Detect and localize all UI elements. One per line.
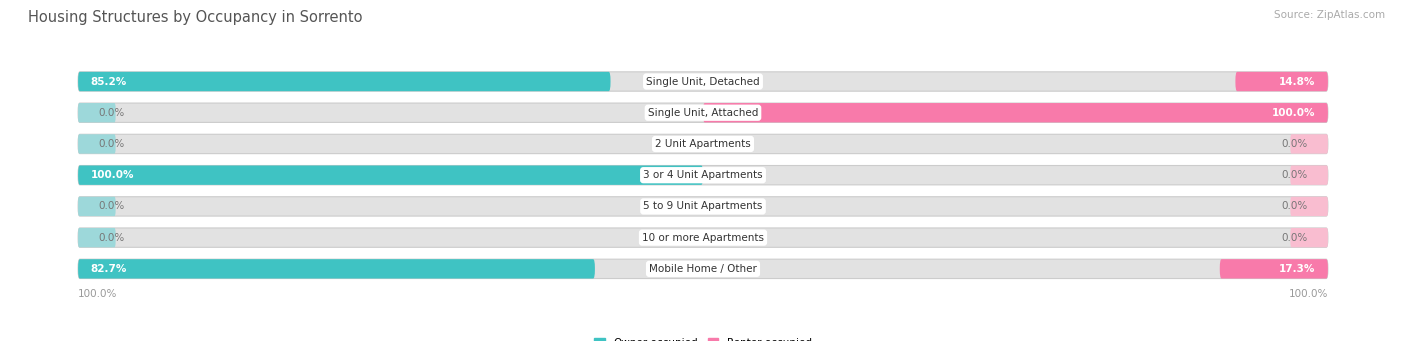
FancyBboxPatch shape	[1220, 259, 1327, 279]
FancyBboxPatch shape	[79, 259, 595, 279]
Text: 100.0%: 100.0%	[90, 170, 134, 180]
FancyBboxPatch shape	[703, 103, 1327, 122]
FancyBboxPatch shape	[79, 228, 115, 247]
Text: 100.0%: 100.0%	[79, 290, 118, 299]
Text: 0.0%: 0.0%	[1281, 170, 1308, 180]
FancyBboxPatch shape	[79, 259, 1327, 279]
Legend: Owner-occupied, Renter-occupied: Owner-occupied, Renter-occupied	[591, 333, 815, 341]
Text: Single Unit, Attached: Single Unit, Attached	[648, 108, 758, 118]
FancyBboxPatch shape	[79, 134, 115, 154]
Text: Mobile Home / Other: Mobile Home / Other	[650, 264, 756, 274]
Text: 0.0%: 0.0%	[1281, 233, 1308, 243]
Text: 0.0%: 0.0%	[1281, 139, 1308, 149]
FancyBboxPatch shape	[79, 165, 1327, 185]
Text: 17.3%: 17.3%	[1279, 264, 1316, 274]
Text: 0.0%: 0.0%	[98, 233, 125, 243]
FancyBboxPatch shape	[79, 197, 1327, 216]
Text: 3 or 4 Unit Apartments: 3 or 4 Unit Apartments	[643, 170, 763, 180]
Text: 5 to 9 Unit Apartments: 5 to 9 Unit Apartments	[644, 202, 762, 211]
FancyBboxPatch shape	[79, 72, 1327, 91]
Text: 2 Unit Apartments: 2 Unit Apartments	[655, 139, 751, 149]
FancyBboxPatch shape	[79, 165, 703, 185]
Text: 0.0%: 0.0%	[98, 202, 125, 211]
FancyBboxPatch shape	[1291, 228, 1327, 247]
Text: 100.0%: 100.0%	[1288, 290, 1327, 299]
FancyBboxPatch shape	[79, 103, 115, 122]
Text: Housing Structures by Occupancy in Sorrento: Housing Structures by Occupancy in Sorre…	[28, 10, 363, 25]
Text: 100.0%: 100.0%	[1272, 108, 1316, 118]
Text: 0.0%: 0.0%	[98, 108, 125, 118]
Text: 10 or more Apartments: 10 or more Apartments	[643, 233, 763, 243]
FancyBboxPatch shape	[1236, 72, 1327, 91]
FancyBboxPatch shape	[79, 103, 1327, 122]
Text: 0.0%: 0.0%	[98, 139, 125, 149]
Text: 0.0%: 0.0%	[1281, 202, 1308, 211]
FancyBboxPatch shape	[79, 72, 610, 91]
FancyBboxPatch shape	[1291, 165, 1327, 185]
Text: 14.8%: 14.8%	[1279, 76, 1316, 87]
FancyBboxPatch shape	[79, 228, 1327, 247]
Text: Single Unit, Detached: Single Unit, Detached	[647, 76, 759, 87]
Text: 85.2%: 85.2%	[90, 76, 127, 87]
FancyBboxPatch shape	[79, 134, 1327, 154]
FancyBboxPatch shape	[79, 197, 115, 216]
Text: 82.7%: 82.7%	[90, 264, 127, 274]
Text: Source: ZipAtlas.com: Source: ZipAtlas.com	[1274, 10, 1385, 20]
FancyBboxPatch shape	[1291, 197, 1327, 216]
FancyBboxPatch shape	[1291, 134, 1327, 154]
